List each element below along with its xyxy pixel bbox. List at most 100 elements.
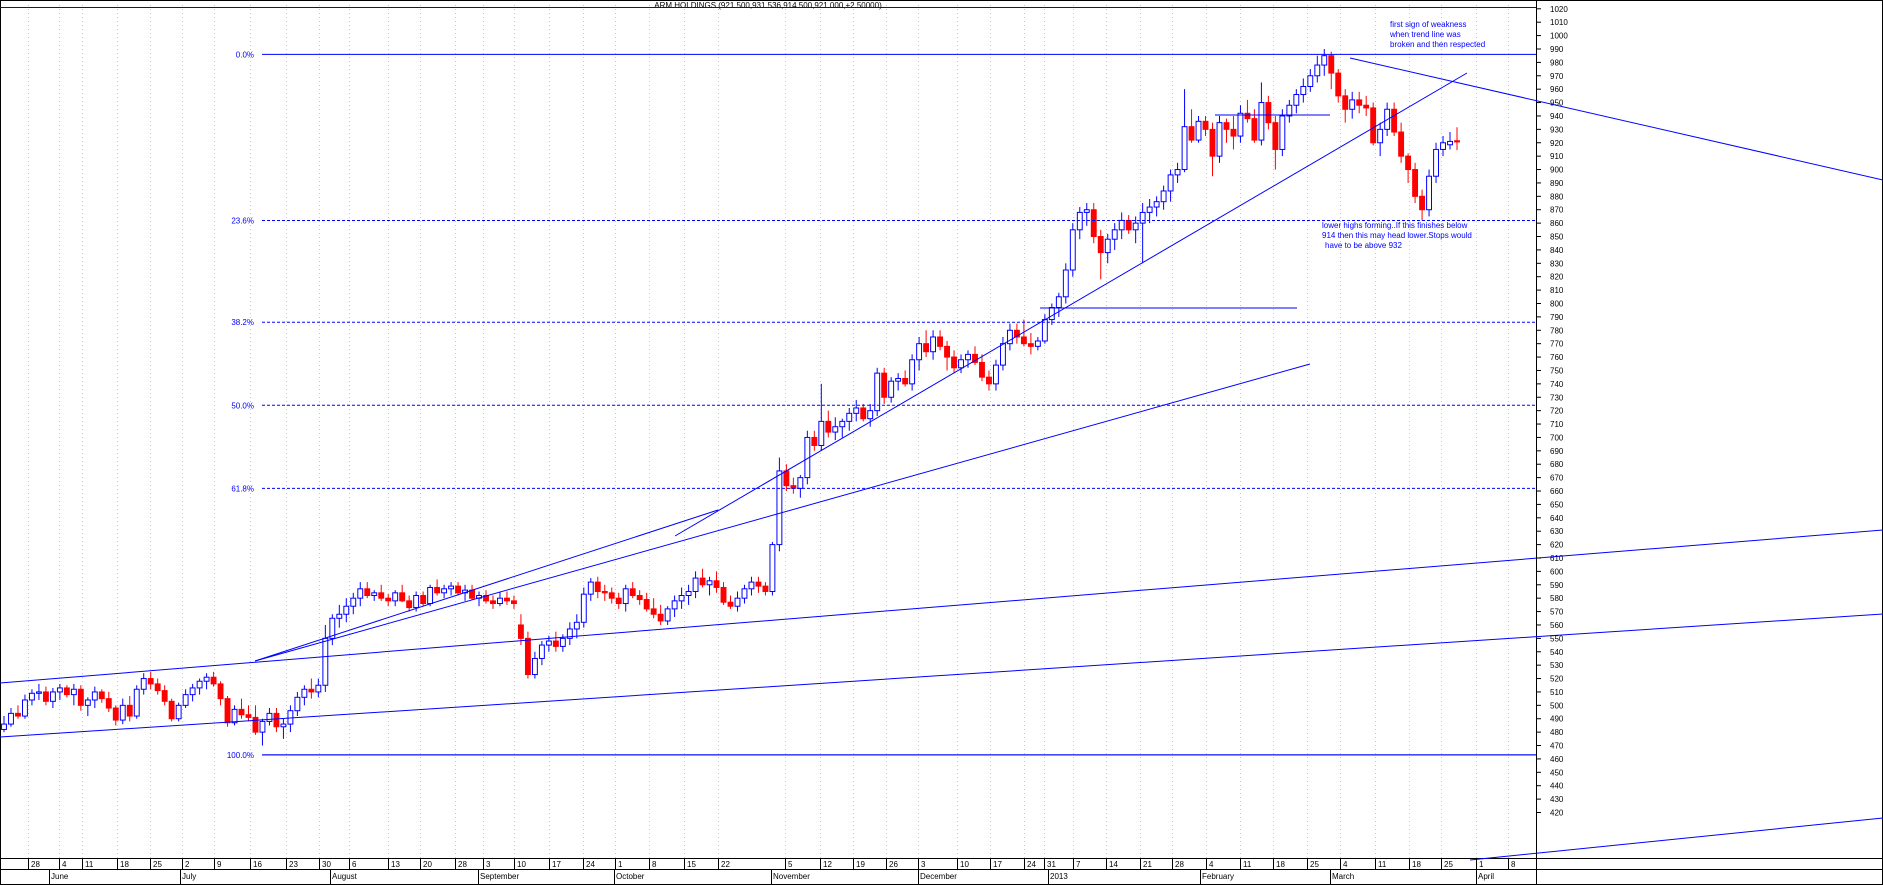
down-candle [154, 683, 161, 692]
up-candle [1076, 211, 1083, 231]
up-candle [329, 617, 336, 639]
down-candle [364, 588, 371, 597]
month-label: December [920, 872, 957, 881]
up-candle [1104, 238, 1111, 254]
y-tick-label: 1020 [1550, 5, 1568, 14]
up-candle [1314, 64, 1321, 77]
y-tick-label: 570 [1550, 608, 1564, 617]
y-tick-label: 830 [1550, 259, 1564, 268]
up-candle [587, 581, 594, 595]
month-label: October [616, 872, 645, 881]
down-candle [615, 597, 622, 605]
secondary-trendline [254, 363, 1311, 662]
x-tick-label: 14 [1109, 860, 1118, 869]
y-tick-label: 840 [1550, 246, 1564, 255]
y-tick-label: 1010 [1550, 18, 1568, 27]
fib-level-label: 100.0% [227, 751, 254, 760]
annotation-text: broken and then respected [1390, 40, 1485, 49]
down-candle [1405, 155, 1412, 171]
up-candle [140, 678, 147, 690]
up-candle [965, 353, 971, 361]
x-tick-label: 31 [1047, 860, 1056, 869]
y-tick-label: 610 [1550, 554, 1564, 563]
x-tick-label: 18 [1276, 860, 1285, 869]
down-candle [699, 577, 706, 586]
down-candle [1272, 122, 1279, 150]
x-tick-label: 6 [352, 860, 357, 869]
x-tick-label: 1 [618, 860, 623, 869]
up-candle [315, 684, 322, 693]
month-label: June [51, 872, 69, 881]
downtrend-line [1349, 57, 1883, 181]
x-tick-label: 24 [1027, 860, 1036, 869]
up-candle [909, 359, 916, 385]
x-tick-label: 28 [1175, 860, 1184, 869]
up-candle [1440, 142, 1446, 150]
fib-level-label: 38.2% [231, 318, 254, 327]
uptrend-line [674, 72, 1468, 537]
y-tick-label: 560 [1550, 621, 1564, 630]
down-candle [713, 580, 720, 588]
down-candle [951, 356, 957, 369]
x-tick-label: 24 [586, 860, 595, 869]
up-candle [1, 723, 7, 730]
x-tick-label: 17 [993, 860, 1002, 869]
down-candle [1398, 131, 1405, 157]
up-candle [350, 597, 357, 607]
up-candle [22, 699, 28, 717]
down-candle [105, 698, 112, 709]
down-candle [1342, 95, 1349, 110]
down-candle [63, 687, 70, 696]
down-candle [601, 590, 608, 594]
month-label: April [1478, 872, 1494, 881]
down-candle [923, 343, 930, 353]
fib-level-label: 0.0% [236, 50, 254, 59]
up-candle [1055, 296, 1062, 309]
month-label: November [773, 872, 810, 881]
up-candle [1034, 340, 1041, 347]
up-candle [182, 694, 189, 706]
down-candle [1097, 236, 1104, 254]
y-tick-label: 800 [1550, 299, 1564, 308]
long-term-trendline [0, 613, 1883, 738]
up-candle [748, 581, 755, 590]
up-candle [1139, 211, 1146, 224]
up-candle [566, 628, 573, 639]
primary-trendline [0, 529, 1883, 684]
down-candle [1265, 102, 1272, 124]
down-candle [161, 690, 168, 702]
up-candle [1132, 222, 1139, 231]
up-candle [1174, 169, 1181, 176]
fib-level-label: 23.6% [231, 216, 254, 225]
up-candle [1118, 219, 1125, 231]
x-tick-label: 10 [960, 860, 969, 869]
up-candle [1181, 126, 1188, 171]
y-tick-label: 960 [1550, 85, 1564, 94]
down-candle [762, 585, 769, 592]
x-tick-label: 23 [289, 860, 298, 869]
x-tick-label: 9 [217, 860, 222, 869]
x-tick-label: 2 [185, 860, 190, 869]
y-tick-label: 450 [1550, 768, 1564, 777]
up-candle [839, 420, 846, 428]
up-candle [1447, 140, 1453, 146]
down-candle [720, 586, 727, 603]
up-candle [357, 588, 364, 599]
y-tick-label: 650 [1550, 500, 1564, 509]
y-axis: 420 430 440 450 460 470 480 490 500 510 520 530 540 5… [1536, 5, 1568, 818]
up-candle [1048, 307, 1055, 321]
down-candle [147, 678, 154, 685]
chart-title: ARM HOLDINGS (921.500,931.536,914.500,92… [654, 1, 882, 10]
down-candle [1020, 336, 1027, 345]
up-candle [427, 586, 434, 605]
up-candle [448, 585, 455, 590]
up-candle [999, 343, 1006, 366]
down-candle [881, 372, 888, 398]
down-candle [594, 581, 601, 592]
y-tick-label: 990 [1550, 45, 1564, 54]
down-candle [1391, 108, 1398, 133]
up-candle [203, 676, 210, 682]
up-candle [993, 364, 999, 385]
down-candle [399, 592, 406, 602]
